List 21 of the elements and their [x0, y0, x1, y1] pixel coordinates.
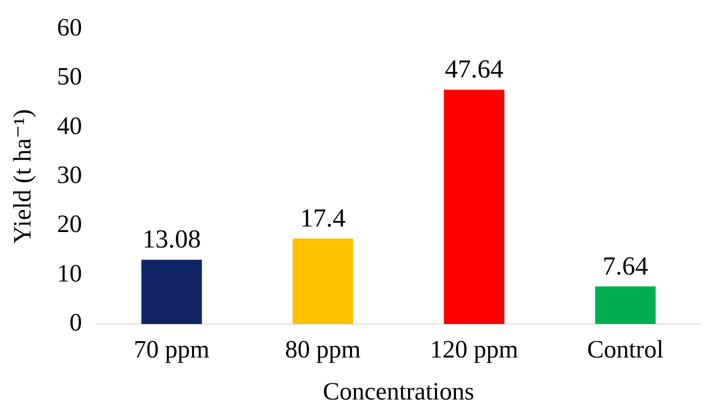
x-tick-label: Control — [587, 336, 664, 364]
data-label: 17.4 — [300, 203, 346, 232]
y-tick-label: 50 — [57, 64, 82, 91]
bar — [444, 90, 504, 324]
data-label: 7.64 — [602, 251, 648, 280]
y-axis-title: Yield (t ha⁻¹) — [10, 109, 37, 244]
x-tick-label: 80 ppm — [285, 336, 362, 364]
y-tick-label: 30 — [57, 162, 82, 190]
bar — [595, 286, 656, 324]
data-label: 13.08 — [142, 224, 201, 254]
y-tick-label: 60 — [57, 14, 82, 42]
y-tick-label: 40 — [57, 112, 82, 140]
bar — [292, 238, 354, 324]
y-tick-label: 0 — [70, 310, 82, 337]
x-axis-title: Concentrations — [322, 378, 474, 406]
x-tick-label: 70 ppm — [134, 336, 210, 364]
data-label: 47.64 — [444, 54, 504, 84]
bar — [141, 260, 202, 324]
y-tick-label: 20 — [57, 211, 82, 238]
y-tick-label: 10 — [57, 260, 82, 288]
x-tick-label: 120 ppm — [430, 336, 519, 364]
